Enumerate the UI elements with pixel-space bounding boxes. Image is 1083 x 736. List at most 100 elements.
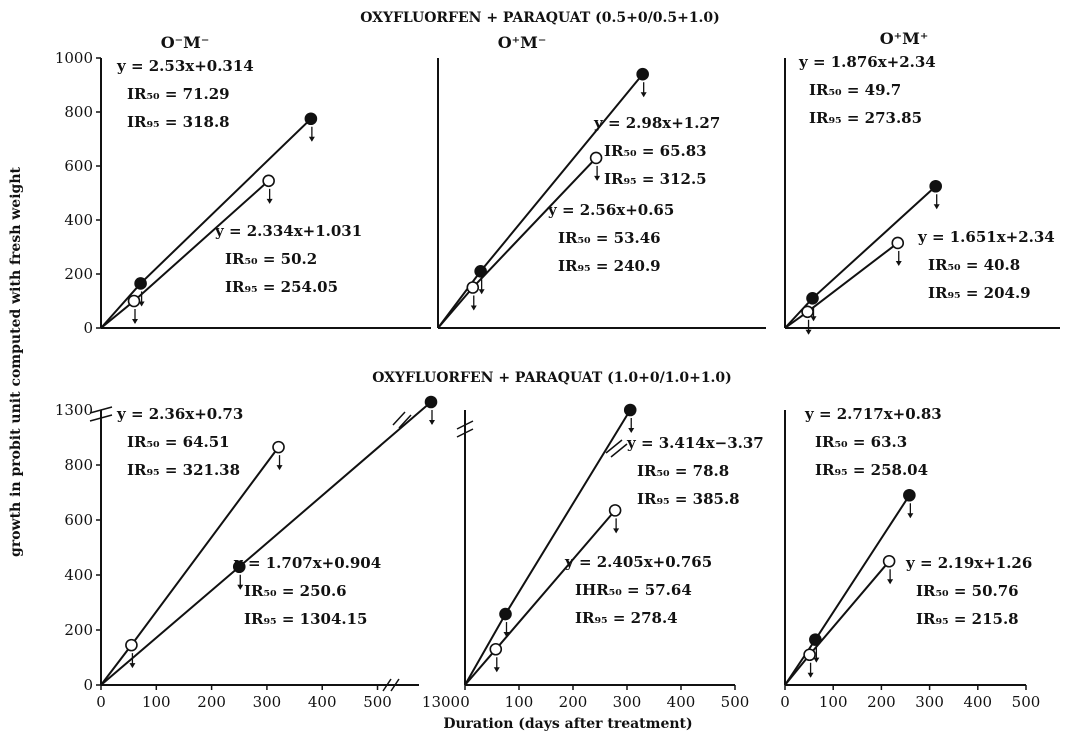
equation-annotation: IR₉₅ = 254.05 (225, 278, 338, 296)
data-point (424, 395, 438, 409)
y-tick-label: 200 (64, 621, 93, 639)
point-arrow-head (503, 632, 510, 638)
y-tick-label: 800 (64, 456, 93, 474)
point-arrow-head (807, 672, 814, 678)
y-tick-label: 0 (83, 676, 93, 694)
x-tick-label: 500 (363, 693, 392, 711)
equation-annotation: IR₉₅ = 318.8 (127, 113, 230, 131)
point-arrow-head (813, 657, 820, 663)
data-point (806, 291, 819, 305)
x-tick-label: 400 (308, 693, 337, 711)
data-point (466, 281, 480, 294)
x-tick-label: 300 (915, 693, 944, 711)
equation-annotation: IR₉₅ = 312.5 (604, 170, 707, 188)
equation-annotation: IR₅₀ = 63.3 (815, 433, 907, 451)
point-arrow-head (493, 667, 500, 673)
point-arrow-head (907, 513, 914, 519)
series-line-2 (784, 242, 899, 329)
panel-title: O⁻M⁻ (161, 33, 210, 52)
equation-annotation: y = 3.414x−3.37 (626, 434, 764, 452)
x-tick-label: 0 (96, 693, 106, 711)
x-tick-label: 100 (505, 693, 534, 711)
equation-annotation: y = 2.56x+0.65 (547, 201, 674, 219)
x-tick-label: 400 (667, 693, 696, 711)
point-arrow-head (132, 319, 138, 324)
point-arrow-head (933, 204, 940, 210)
x-tick-label: 100 (819, 693, 848, 711)
equation-annotation: IR₅₀ = 50.2 (225, 250, 317, 268)
equation-annotation: IR₅₀ = 71.29 (127, 85, 230, 103)
chart-panel-2: y = 2.98x+1.27 IR₅₀ = 65.83 IR₉₅ = 312.5 y … (437, 33, 766, 329)
point-arrow-head (237, 584, 244, 590)
equation-annotation: IR₅₀ = 40.8 (928, 256, 1020, 274)
equation-annotation: IR₉₅ = 258.04 (815, 461, 928, 479)
chart-panel-5: 0 100 200 300 400 500 y = 3.414x−3.37 IR₅₀ = 78… (456, 403, 764, 711)
y-tick-label: 400 (64, 211, 93, 229)
x-tick-label: 400 (963, 693, 992, 711)
x-tick-label: 0 (780, 693, 790, 711)
data-point (304, 112, 318, 126)
y-tick-label: 800 (64, 103, 93, 121)
row-title-top: OXYFLUORFEN + PARAQUAT (0.5+0/0.5+1.0) (360, 10, 720, 26)
equation-annotation: y = 2.36x+0.73 (116, 405, 243, 423)
equation-annotation: IR₅₀ = 49.7 (809, 81, 901, 99)
equation-annotation: IR₉₅ = 273.85 (809, 109, 922, 127)
data-point (801, 305, 814, 319)
series-break (605, 439, 628, 458)
y-axis-break (89, 406, 113, 422)
chart-panel-1: 0 200 400 600 800 1000 y = 2.53x+0.314 IR₅₀ = 7… (55, 33, 431, 337)
equation-annotation: y = 1.707x+0.904 (233, 554, 381, 572)
y-tick-label: 400 (64, 566, 93, 584)
x-axis-break (382, 678, 400, 692)
equation-annotation: IR₅₀ = 65.83 (604, 142, 707, 160)
x-tick-label: 200 (559, 693, 588, 711)
point-arrow-head (308, 136, 315, 142)
chart-panel-4: 0 200 400 600 800 1300 0 100 200 300 400 500 1300 y =… (55, 395, 460, 711)
data-point (489, 642, 503, 656)
equation-annotation: IR₉₅ = 240.9 (558, 257, 661, 275)
x-tick-label: 200 (197, 693, 226, 711)
y-tick-label: 200 (64, 265, 93, 283)
point-arrow-head (628, 428, 635, 433)
y-tick-label: 0 (83, 319, 93, 337)
equation-annotation: y = 2.405x+0.765 (564, 553, 712, 571)
point-arrow-head (805, 329, 812, 335)
row-title-bottom: OXYFLUORFEN + PARAQUAT (1.0+0/1.0+1.0) (372, 370, 732, 386)
equation-annotation: IR₉₅ = 321.38 (127, 461, 240, 479)
data-point (903, 488, 916, 502)
point-arrow-head (810, 316, 817, 322)
point-arrow-head (276, 465, 283, 471)
data-point (499, 607, 512, 621)
chart-panel-3: y = 1.876x+2.34 IR₅₀ = 49.7 IR₉₅ = 273.85 y… (784, 29, 1060, 335)
panel-title: O⁺M⁺ (880, 29, 929, 48)
panel-title: O⁺M⁻ (498, 33, 547, 52)
data-point (272, 440, 285, 454)
point-arrow-head (613, 528, 620, 534)
equation-annotation: IR₉₅ = 204.9 (928, 284, 1031, 302)
equation-annotation: IR₅₀ = 64.51 (127, 433, 230, 451)
equation-annotation: IR₉₅ = 278.4 (575, 609, 678, 627)
data-point (127, 294, 141, 308)
equation-annotation: y = 2.98x+1.27 (593, 114, 720, 132)
equation-annotation: y = 2.53x+0.314 (116, 57, 254, 75)
equation-annotation: y = 2.19x+1.26 (905, 554, 1032, 572)
series-break (392, 411, 412, 429)
point-arrow-head (895, 260, 902, 266)
data-point (125, 638, 138, 652)
equation-annotation: IR₅₀ = 250.6 (244, 582, 347, 600)
x-tick-label: 300 (613, 693, 642, 711)
equation-annotation: IR₉₅ = 1304.15 (244, 610, 367, 628)
x-tick-label: 200 (867, 693, 896, 711)
y-axis-break (456, 420, 474, 438)
series-line-1 (464, 409, 632, 686)
data-point (232, 560, 246, 574)
equation-annotation: y = 2.717x+0.83 (804, 405, 942, 423)
y-axis-label: growth in probit unit computed with fres… (8, 167, 24, 557)
equation-annotation: IR₅₀ = 53.46 (558, 229, 661, 247)
y-tick-label-extra: 1300 (55, 401, 93, 419)
data-point (891, 236, 905, 250)
equation-annotation: IR₅₀ = 78.8 (637, 462, 729, 480)
x-axis-label: Duration (days after treatment) (443, 716, 692, 732)
data-point (589, 151, 603, 165)
